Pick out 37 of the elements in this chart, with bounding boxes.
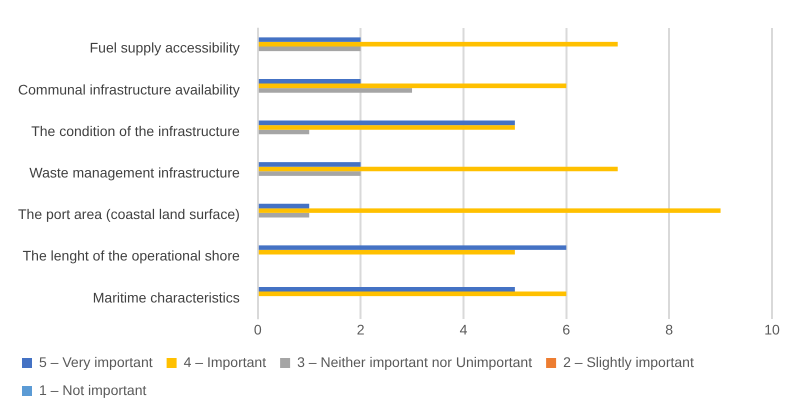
bar [258,78,361,84]
y-tick-label: The port area (coastal land surface) [18,206,240,222]
bar [258,292,566,296]
legend-label: 5 – Very important [39,354,153,370]
y-tick-label: Maritime characteristics [92,289,240,306]
bar [258,46,361,52]
bar [258,120,515,126]
x-tick-label: 2 [356,321,365,338]
y-tick-label: Communal infrastructure availability [18,81,240,98]
legend-label: 1 – Not important [39,382,146,398]
y-tick-label: The lenght of the operational shore [22,248,240,264]
bar [258,37,361,42]
x-tick-label: 8 [665,321,674,338]
bar [258,208,721,213]
bar [258,125,515,130]
bar [258,250,515,255]
bar [258,286,515,292]
x-tick-label: 6 [562,321,570,338]
legend-label: 4 – Important [184,354,266,370]
y-tick-label: The condition of the infrastructure [31,122,240,139]
bar [258,166,618,172]
x-tick-label: 0 [254,321,262,338]
y-tick-label: Waste management infrastructure [29,164,240,180]
bar [258,88,412,93]
x-tick-label: 4 [460,321,468,338]
bar [258,204,310,208]
bar [258,245,566,250]
bar [258,212,310,218]
bar [258,162,361,167]
bar [258,171,361,176]
x-tick-label: 10 [764,321,780,338]
bar [258,42,618,47]
bar [258,84,566,88]
legend-label: 2 – Slightly important [563,354,694,370]
bar [258,130,310,134]
legend-label: 3 – Neither important nor Unimportant [297,354,532,370]
y-tick-label: Fuel supply accessibility [90,40,240,56]
